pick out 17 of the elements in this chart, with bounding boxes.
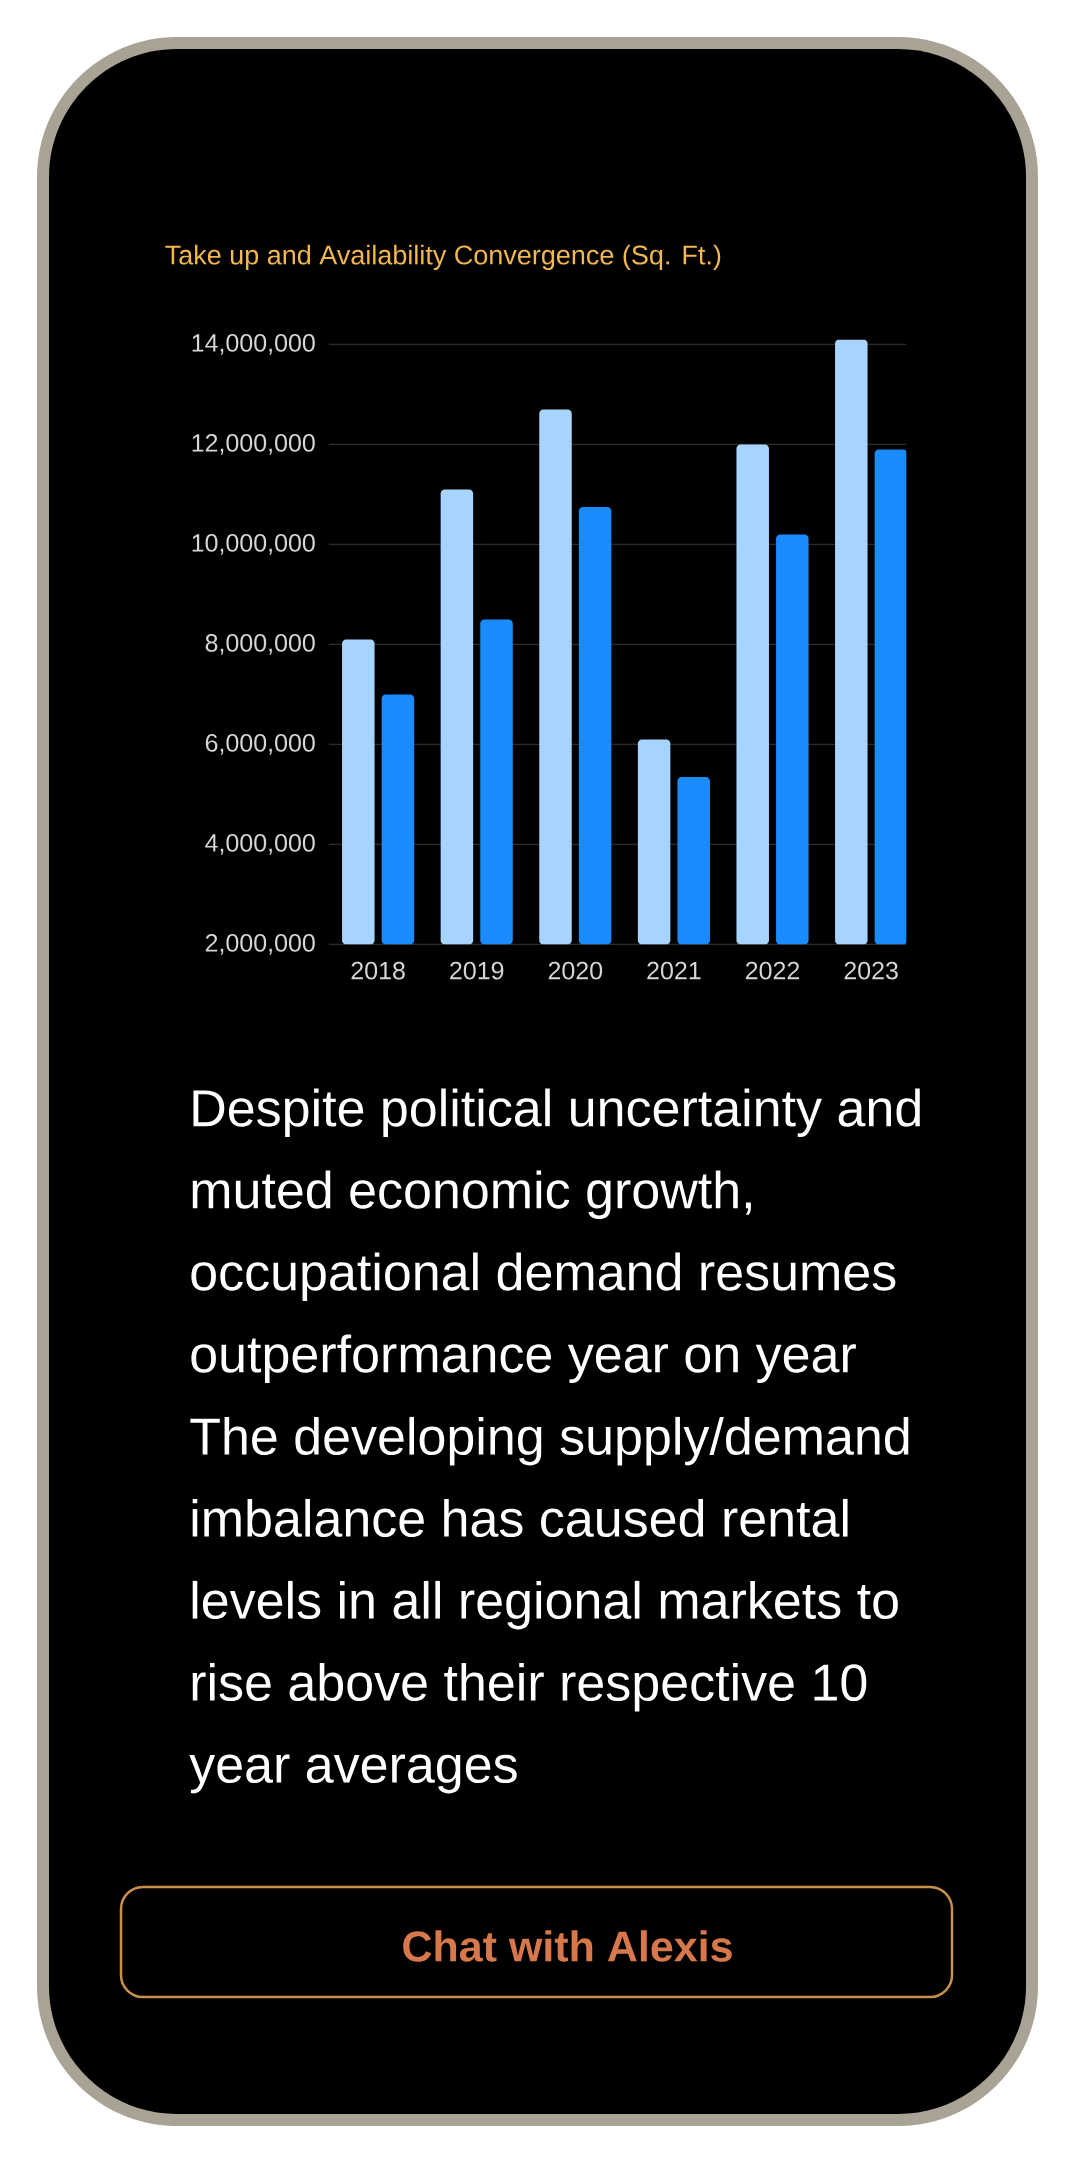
x-tick-label: 2023	[844, 961, 898, 980]
y-tick-label: 12,000,000	[192, 434, 315, 455]
y-tick-label: 10,000,000	[192, 534, 315, 555]
x-tick-label: 2021	[647, 961, 701, 980]
text: Despite political uncertainty and muted economic growth, occupational demand resumes outperformance year on year	[191, 1088, 920, 1383]
chart-title: Take up and Availability Convergence (Sq. Ft.)	[165, 244, 721, 270]
y-tick-label: 14,000,000	[192, 334, 315, 355]
x-tick-label: 2018	[351, 961, 405, 980]
y-tick-label: 8,000,000	[205, 634, 315, 655]
y-tick-label: 6,000,000	[205, 734, 315, 755]
y-tick-label: 2,000,000	[205, 934, 315, 955]
text: The developing supply/demand imbalance has caused rental levels in all regional markets to rise above their respective 10 year averages	[189, 1416, 909, 1794]
x-tick-label: 2020	[548, 961, 603, 980]
x-tick-label: 2022	[745, 961, 800, 980]
x-tick-label: 2019	[450, 961, 504, 980]
y-tick-label: 4,000,000	[205, 834, 315, 855]
text: Chat with Alexis	[403, 1930, 732, 1962]
